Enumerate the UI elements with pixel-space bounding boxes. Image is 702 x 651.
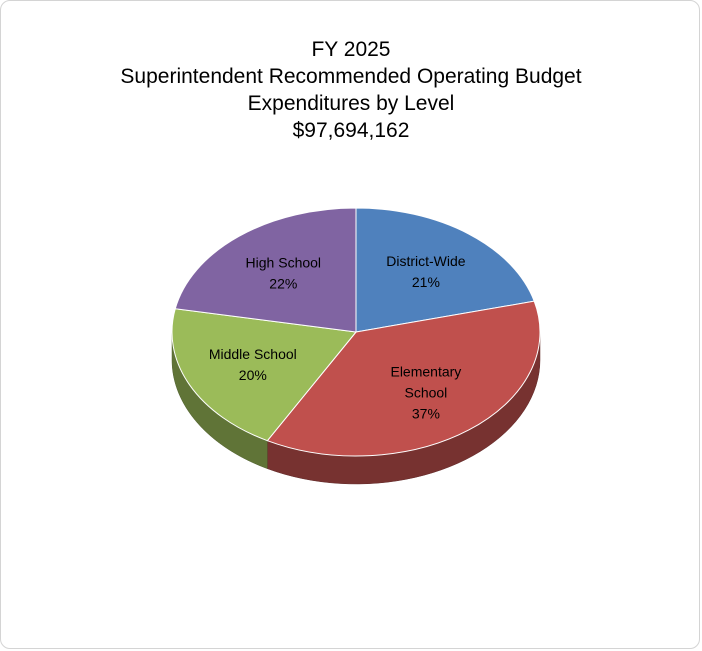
slice-label-elementary-school: Elementary (390, 364, 461, 380)
slice-value-high-school: 22% (269, 275, 297, 291)
slice-label-high-school: High School (246, 254, 322, 270)
slice-label-district-wide: District-Wide (386, 253, 466, 269)
chart-title-line-3: Expenditures by Level (247, 92, 455, 115)
pie-slice-middle-school (171, 308, 357, 442)
pie-top-layer (171, 207, 541, 457)
slice-value-middle-school: 20% (239, 367, 267, 383)
slice-label-middle-school: Middle School (209, 346, 297, 362)
slice-value-elementary-school: 37% (412, 406, 440, 422)
pie-slice-district-wide (355, 207, 535, 333)
chart-title: FY 2025 Superintendent Recommended Opera… (0, 36, 702, 144)
pie-labels: District-Wide 21% Elementary School 37% Middl… (209, 253, 466, 422)
chart-title-line-1: FY 2025 (311, 38, 391, 61)
slice-value-district-wide: 21% (412, 274, 440, 290)
slice-label-elementary-school: School (404, 385, 447, 401)
chart-title-line-4: $97,694,162 (292, 119, 410, 142)
pie-slice-high-school (174, 207, 357, 333)
chart-title-line-2: Superintendent Recommended Operating Bud… (120, 65, 582, 88)
pie-slice-elementary-school (266, 300, 541, 457)
